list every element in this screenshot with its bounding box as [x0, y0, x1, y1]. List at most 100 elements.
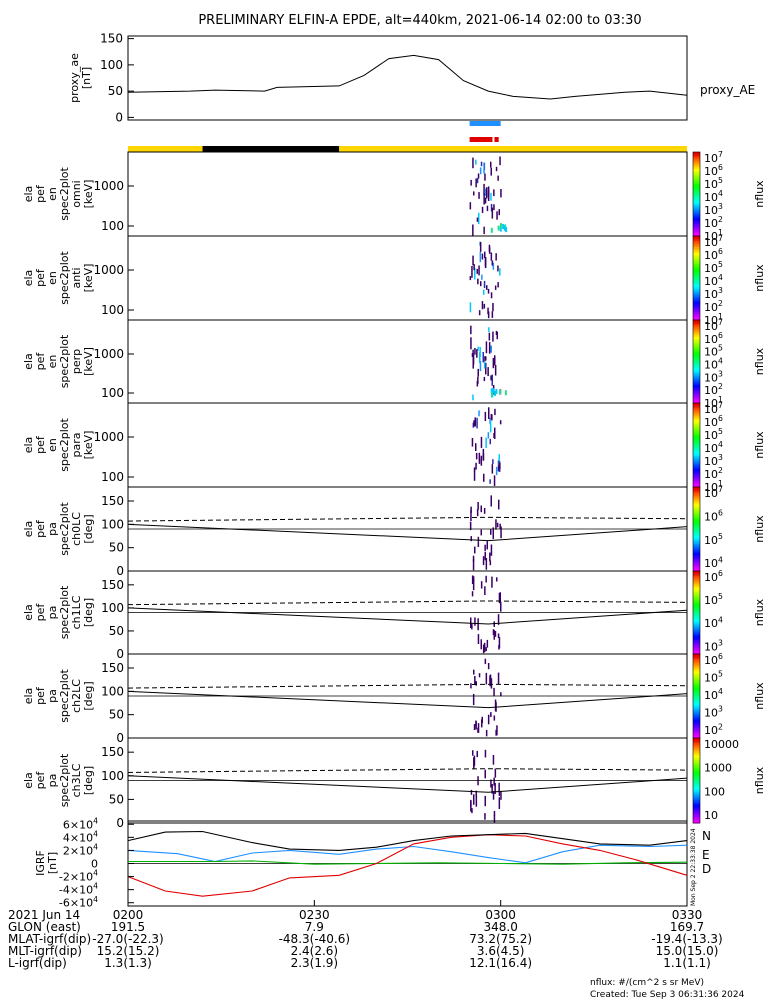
ylabel-line: pef	[34, 686, 47, 705]
colorbar-swatch	[693, 778, 700, 782]
spectrogram-cell	[473, 755, 476, 766]
colorbar-tick-label: 1000	[704, 762, 732, 775]
colorbar-swatch	[693, 702, 700, 705]
igrf-series-N	[127, 844, 688, 864]
colorbar-swatch	[693, 332, 700, 336]
colorbar-swatch	[693, 560, 700, 564]
colorbar-swatch	[693, 440, 700, 444]
colorbar-swatch	[693, 390, 700, 394]
ylabel-line: ela	[22, 772, 35, 789]
spectrogram-cell	[474, 417, 476, 427]
colorbar-swatch	[693, 757, 700, 760]
colorbar-swatch	[693, 604, 700, 607]
spectrogram-cell	[491, 260, 494, 266]
spectrogram-cell	[485, 672, 488, 685]
colorbar-swatch	[693, 413, 700, 417]
colorbar-swatch	[693, 244, 700, 247]
panel-frame	[127, 319, 688, 404]
colorbar-swatch	[693, 236, 700, 239]
spectrogram-cell	[470, 337, 472, 350]
ylabel-line: ela	[22, 604, 35, 621]
ae-ytick-label: 150	[100, 32, 123, 46]
colorbar-swatch	[693, 696, 700, 699]
colorbar-swatch	[693, 407, 700, 410]
spectrogram-cell	[498, 593, 501, 603]
colorbar-swatch	[693, 514, 700, 517]
xtable-cell: 0230	[299, 908, 330, 922]
panel-ylabel: ela pef pa spec2plot ch1LC [deg]	[22, 585, 95, 639]
colorbar-label: nflux	[753, 264, 766, 292]
colorbar-swatch	[693, 740, 700, 743]
colorbar-swatch	[693, 631, 700, 634]
spectrogram-cell	[475, 452, 478, 460]
spectrogram-cell	[491, 414, 493, 421]
colorbar-swatch	[693, 755, 700, 758]
colorbar-swatch	[693, 183, 700, 187]
spectrogram-cell	[493, 621, 495, 627]
ytick-label: 0	[116, 816, 124, 830]
colorbar-swatch	[693, 177, 700, 180]
spectrogram-cell	[469, 302, 472, 313]
colorbar-swatch	[693, 664, 700, 668]
colorbar-swatch	[693, 170, 700, 174]
colorbar-swatch	[693, 349, 700, 352]
colorbar-swatch	[693, 263, 700, 266]
spectrogram-cell	[479, 352, 481, 364]
colorbar-swatch	[693, 526, 700, 530]
spectrogram-cell	[498, 454, 500, 466]
colorbar-swatch	[693, 495, 700, 498]
colorbar-swatch	[693, 438, 700, 442]
colorbar-swatch	[693, 704, 700, 707]
colorbar-swatch	[693, 455, 700, 459]
colorbar-tick-label: 103	[704, 638, 723, 653]
spectrogram-cell	[474, 676, 476, 685]
ylabel-line: spec2plot	[58, 418, 71, 472]
spectrogram-cell	[473, 794, 475, 805]
colorbar-swatch	[693, 795, 700, 799]
spectrogram-cell	[483, 193, 485, 205]
spectrogram-cell	[482, 352, 484, 363]
ytick-label: 100	[101, 470, 124, 484]
panel-ylabel: ela pef en spec2plot para [keV]	[22, 418, 95, 472]
colorbar-swatch	[693, 776, 700, 779]
spectrogram-cell	[478, 410, 480, 417]
xtable-cell: -48.3(-40.6)	[279, 932, 350, 946]
colorbar-swatch	[693, 194, 700, 197]
colorbar-swatch	[693, 252, 700, 256]
spectrogram-cell	[490, 495, 492, 507]
panel-ela_pef_pa_spec2plot_ch0LC: ela pef pa spec2plot ch0LC [deg] 0 50 100 150	[22, 486, 688, 578]
loss-cone-line	[127, 523, 688, 542]
spectrogram-cell	[490, 375, 492, 381]
colorbar-tick-label: 102	[704, 215, 723, 230]
colorbar-swatch	[693, 229, 700, 233]
colorbar-swatch	[693, 744, 700, 748]
spectrogram-cell	[481, 253, 484, 260]
spectrogram-cell	[470, 801, 472, 812]
colorbar-tick-label: 101	[704, 228, 723, 243]
colorbar-swatch	[693, 373, 700, 377]
spectrogram-cell	[483, 183, 485, 196]
colorbar-swatch	[693, 670, 700, 674]
colorbar-swatch	[693, 158, 700, 161]
colorbar-swatch	[693, 378, 700, 381]
spectrogram-cell	[488, 244, 491, 252]
anti-loss-cone-line	[127, 683, 688, 689]
spectrogram-cell	[477, 634, 480, 644]
ylabel-line: [keV]	[82, 431, 95, 460]
spectrogram-cell	[500, 189, 502, 198]
spectrogram-cell	[483, 473, 485, 482]
colorbar-swatch	[693, 750, 700, 754]
spectrogram-cell	[500, 692, 502, 697]
colorbar-tick-label: 101	[704, 312, 723, 327]
ylabel-line: pa	[46, 689, 59, 703]
colorbar-swatch	[693, 361, 700, 365]
colorbar-swatch	[693, 735, 700, 739]
panel-ylabel: ela pef en spec2plot perp [keV]	[22, 334, 95, 388]
colorbar-swatch	[693, 367, 700, 371]
colorbar-swatch	[693, 717, 700, 720]
spectrogram-cell	[475, 443, 477, 451]
colorbar-ela_pef_pa_spec2plot_ch0LC: 107 106 105 104 nflux	[692, 485, 766, 572]
colorbar-swatch	[693, 301, 700, 304]
colorbar-swatch	[693, 315, 700, 319]
spectrogram-cell	[472, 693, 475, 706]
